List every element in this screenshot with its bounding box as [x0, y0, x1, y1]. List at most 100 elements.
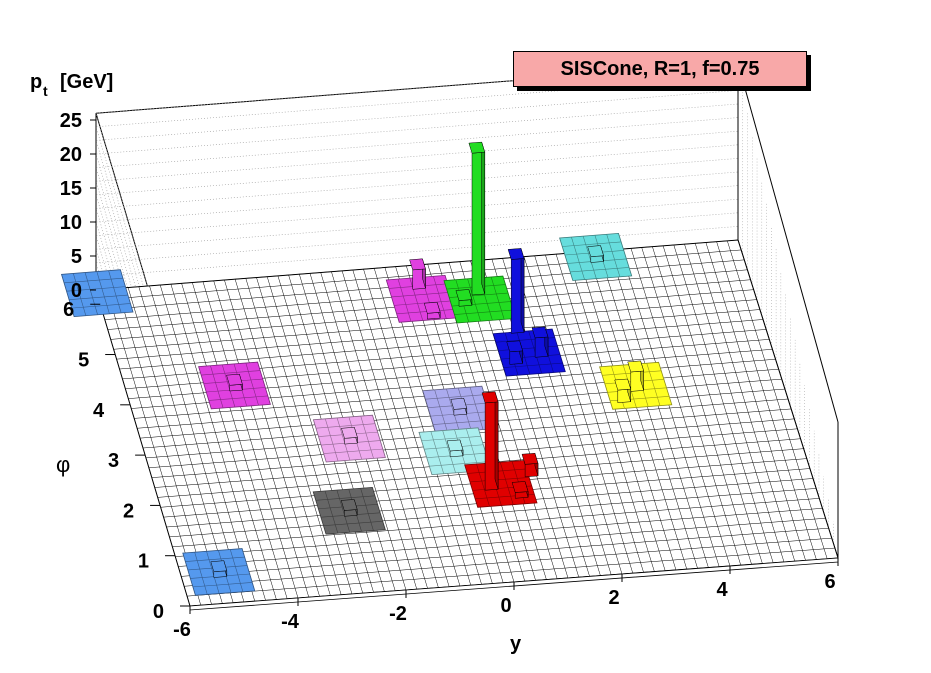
floor-line-phi — [116, 309, 760, 360]
jet-area-line — [606, 234, 621, 277]
jet-area-line — [409, 278, 424, 321]
jet-area-line — [516, 331, 531, 375]
jet-area-line — [210, 365, 224, 409]
tower-side — [494, 391, 499, 490]
jet-area-line — [206, 551, 220, 594]
jet-area-line — [336, 489, 350, 533]
jet-area-line — [434, 389, 448, 433]
tower-top — [511, 481, 529, 493]
jet-area-line — [201, 370, 261, 376]
jet-area-line — [469, 387, 484, 430]
jet-area-line — [194, 552, 208, 595]
jet — [385, 258, 459, 323]
tower-top — [450, 398, 468, 410]
floor-line-phi — [181, 527, 829, 577]
floor-line-phi — [184, 537, 832, 587]
pt-tick-label: 0 — [71, 280, 82, 302]
floor-line-phi — [175, 508, 823, 557]
jet-area-line — [429, 461, 489, 467]
jet — [559, 232, 633, 281]
tower-top — [340, 499, 358, 511]
floor-line-phi — [169, 488, 817, 538]
x-tick-label: -6 — [173, 619, 191, 641]
jet — [312, 486, 386, 535]
phi-tick-label: 2 — [123, 500, 134, 522]
jet-area-line — [446, 388, 460, 432]
tower-top — [423, 302, 441, 314]
jet-area-line — [467, 278, 481, 322]
jet-area-line — [108, 270, 122, 313]
jet-area-line — [396, 308, 456, 315]
jet-area-line — [430, 431, 445, 474]
pt-tick-labels: 0 5 10 15 20 25 — [60, 110, 96, 302]
jet-area-line — [391, 292, 451, 298]
jet-area-line — [360, 415, 374, 459]
tower-top — [614, 378, 632, 391]
z-axis-label-p: p — [30, 71, 42, 93]
jet — [418, 427, 492, 476]
z-axis-label: p t [GeV] — [30, 71, 113, 99]
x-tick-label: -4 — [281, 611, 300, 633]
jet-area-line — [499, 462, 514, 505]
jet-area-line — [96, 271, 110, 314]
jet-area-line — [69, 294, 128, 300]
jet-area-line — [394, 300, 453, 306]
jet-area-line — [397, 278, 412, 322]
chart-title: SISCone, R=1, f=0.75 — [513, 51, 807, 87]
phi-tick-label: 0 — [153, 601, 164, 623]
tower-top — [521, 453, 539, 465]
phi-tick-label: 6 — [63, 299, 74, 321]
tower-top — [468, 141, 486, 154]
tower-top — [341, 427, 358, 439]
tower-side — [481, 142, 486, 295]
phi-tick-label: 5 — [78, 350, 89, 372]
box-edge — [737, 63, 839, 423]
jet — [599, 360, 673, 410]
floor-line-phi — [187, 547, 835, 597]
jet — [60, 269, 134, 318]
jet-area-line — [570, 267, 630, 273]
x-tick-label: -2 — [389, 603, 407, 625]
jet-area-line — [315, 423, 376, 429]
jet-area-line — [469, 477, 530, 483]
jet — [198, 361, 271, 410]
floor-line-phi — [119, 319, 764, 370]
jets-layer — [60, 141, 673, 596]
tower-top — [627, 360, 645, 373]
x-tick-label: 4 — [716, 579, 728, 601]
phi-tick-label: 1 — [138, 551, 149, 573]
jet — [182, 548, 256, 596]
tower-top — [226, 373, 243, 386]
phi-tick-labels: 0 1 2 3 4 5 6 — [63, 299, 190, 623]
x-tick-label: 0 — [500, 595, 511, 617]
jet-area-line — [490, 276, 505, 320]
jet-area-line — [229, 549, 244, 592]
jet-area-line — [360, 488, 374, 531]
floor-line-phi — [172, 498, 820, 547]
x-tick-labels: -6 -4 -2 0 2 4 6 — [173, 558, 839, 641]
z-gridlines — [95, 62, 834, 593]
y-axis-label: φ — [56, 452, 70, 477]
jet-area-line — [185, 556, 245, 562]
jet-area-line — [208, 395, 268, 401]
tower-top — [210, 560, 228, 572]
jet-area-line — [192, 582, 253, 588]
tower-top — [481, 391, 499, 404]
jet — [422, 385, 496, 434]
tower-top — [455, 289, 473, 301]
jet-area-line — [84, 272, 98, 315]
jet-area-line — [503, 362, 563, 368]
jet-area-line — [323, 448, 383, 454]
tower-top — [531, 326, 549, 339]
jet-area-line — [315, 495, 376, 501]
tower-top — [587, 245, 604, 257]
jet — [464, 391, 539, 508]
z-axis-label-unit: [GeV] — [60, 71, 113, 93]
pt-tick-label: 10 — [60, 212, 82, 234]
tower-top — [446, 439, 464, 452]
jet-area-line — [454, 309, 514, 315]
jet-area-line — [442, 430, 456, 473]
jet-area-line — [66, 286, 126, 292]
z-axis-label-subscript: t — [43, 83, 48, 99]
